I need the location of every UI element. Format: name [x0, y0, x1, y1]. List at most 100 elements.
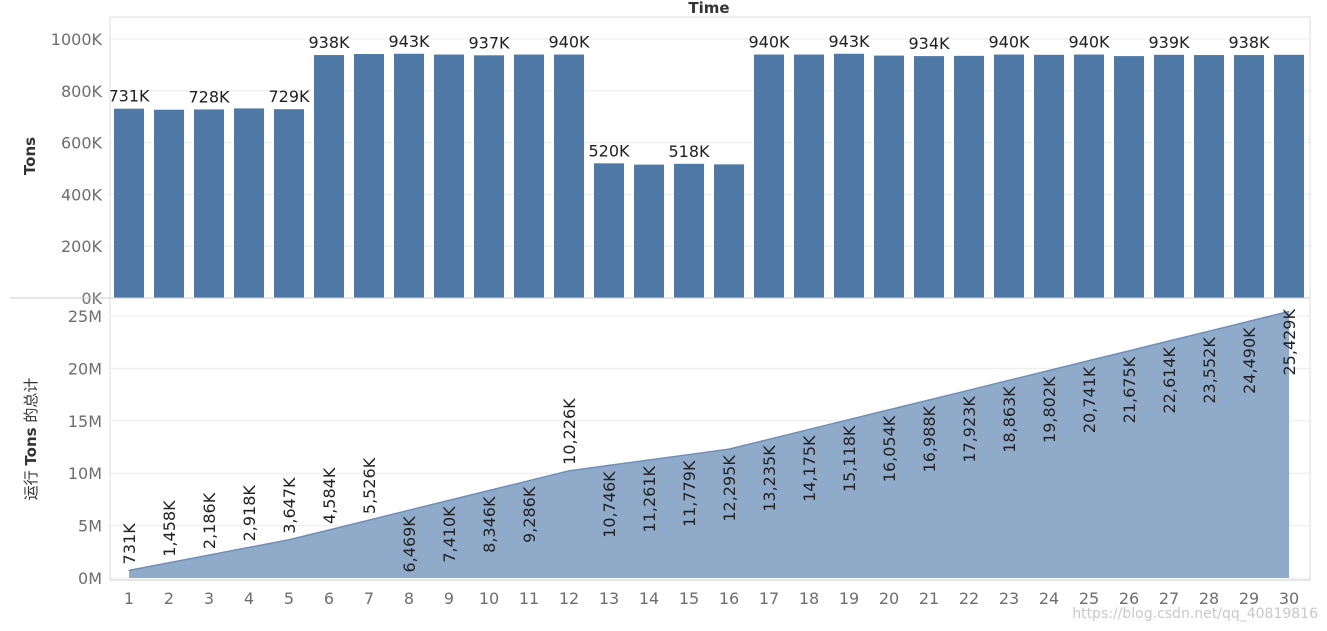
bar-data-labels: 731K 728K 729K 938K 943K 937K 940K 520K 518K 940K… — [108, 32, 1270, 161]
x-tick-label: 22 — [959, 589, 979, 608]
bar — [234, 108, 264, 298]
x-tick-label: 4 — [244, 589, 254, 608]
x-tick-label: 19 — [839, 589, 859, 608]
area-line — [128, 310, 1290, 572]
area-data-label: 731K — [120, 523, 139, 565]
area-data-label: 11,779K — [680, 460, 699, 527]
area-data-label: 3,647K — [280, 477, 299, 534]
x-tick-label: 28 — [1199, 589, 1219, 608]
area-data-label: 15,118K — [840, 425, 859, 492]
x-tick-label: 7 — [364, 589, 374, 608]
x-tick-label: 14 — [639, 589, 659, 608]
area-data-label: 16,054K — [880, 415, 899, 482]
x-tick-label: 17 — [759, 589, 779, 608]
area-point — [408, 509, 410, 511]
area-data-label: 7,410K — [440, 506, 459, 563]
x-tick-label: 16 — [719, 589, 739, 608]
area-point — [1208, 330, 1210, 332]
bar-data-label: 939K — [1148, 33, 1190, 52]
bar — [674, 163, 704, 298]
bar — [1034, 54, 1064, 299]
bar — [634, 164, 664, 298]
area-data-label: 11,261K — [640, 465, 659, 532]
bar — [754, 54, 784, 298]
area-point — [968, 389, 970, 391]
area-point — [1088, 360, 1090, 362]
area-point — [608, 464, 610, 466]
area-data-label: 2,918K — [240, 485, 259, 542]
area-point — [808, 428, 810, 431]
area-point — [248, 546, 250, 549]
x-tick-label: 10 — [479, 589, 499, 608]
bar — [1114, 56, 1144, 299]
bar-y-tick-label: 600K — [61, 134, 103, 153]
area-y-tick-label: 5M — [78, 517, 102, 536]
x-tick-label: 25 — [1079, 589, 1099, 608]
bar — [514, 54, 544, 298]
bar — [354, 54, 384, 298]
x-tick-label: 18 — [799, 589, 819, 608]
area-data-label: 23,552K — [1200, 337, 1219, 404]
x-tick-label: 15 — [679, 589, 699, 608]
area-point — [448, 499, 450, 501]
bar — [314, 55, 344, 298]
bar-y-tick-label: 800K — [61, 82, 103, 101]
bar-data-label: 940K — [988, 33, 1030, 52]
frame — [10, 16, 1311, 581]
bar-data-label: 728K — [188, 87, 230, 106]
bar-data-label: 940K — [1068, 33, 1110, 52]
area-point — [1008, 379, 1010, 381]
x-tick-label: 3 — [204, 589, 214, 608]
bar-data-label: 937K — [468, 33, 510, 52]
bar-panel-ylabel: Tons — [21, 137, 39, 175]
x-tick-label: 5 — [284, 589, 294, 608]
area-data-label: 5,526K — [360, 457, 379, 514]
area-point — [528, 480, 530, 482]
bar-data-label: 943K — [828, 32, 870, 51]
area-data-label: 22,614K — [1160, 347, 1179, 414]
area-point — [1168, 340, 1170, 342]
area-data-label: 21,675K — [1120, 356, 1139, 423]
area-data-label: 20,741K — [1080, 366, 1099, 433]
area-y-tick-label: 15M — [68, 412, 102, 431]
area-point — [288, 539, 290, 541]
x-tick-label: 6 — [324, 589, 334, 608]
area-data-label: 2,186K — [200, 492, 219, 549]
x-tick-label: 1 — [124, 589, 134, 608]
area-data-label: 8,346K — [480, 496, 499, 553]
x-tick-label: 20 — [879, 589, 899, 608]
area-data-label: 12,295K — [720, 455, 739, 522]
bar — [714, 164, 744, 298]
area-data-label: 25,429K — [1280, 309, 1299, 376]
x-tick-label: 13 — [599, 589, 619, 608]
area-point — [168, 562, 170, 564]
area-point — [648, 459, 650, 461]
bar — [1074, 54, 1104, 298]
bar — [1234, 55, 1264, 298]
area-data-label: 14,175K — [800, 435, 819, 502]
bar-data-label: 940K — [548, 33, 590, 52]
bar — [954, 55, 984, 299]
area-fill — [129, 311, 1289, 578]
area-panel-ylabel: 运行 Tons 的总计 — [22, 378, 40, 501]
x-tick-label: 30 — [1279, 589, 1299, 608]
x-tick-label: 27 — [1159, 589, 1179, 608]
area-point — [208, 554, 210, 556]
bar-data-label: 934K — [908, 34, 950, 53]
x-tick-label: 2 — [164, 589, 174, 608]
x-tick-label: 11 — [519, 589, 539, 608]
x-tick-label: 24 — [1039, 589, 1059, 608]
bar-data-label: 943K — [388, 32, 430, 51]
area-point — [688, 453, 690, 456]
area-data-label: 16,988K — [920, 405, 939, 472]
bar — [1194, 55, 1224, 298]
bar — [594, 163, 624, 298]
watermark: https://blog.csdn.net/qq_40819816 — [1072, 606, 1318, 622]
bar-data-label: 940K — [748, 33, 790, 52]
area-y-tick-label: 20M — [68, 359, 102, 378]
area-y-tick-label: 0M — [78, 569, 102, 588]
bar — [194, 109, 224, 298]
bar — [394, 53, 424, 298]
